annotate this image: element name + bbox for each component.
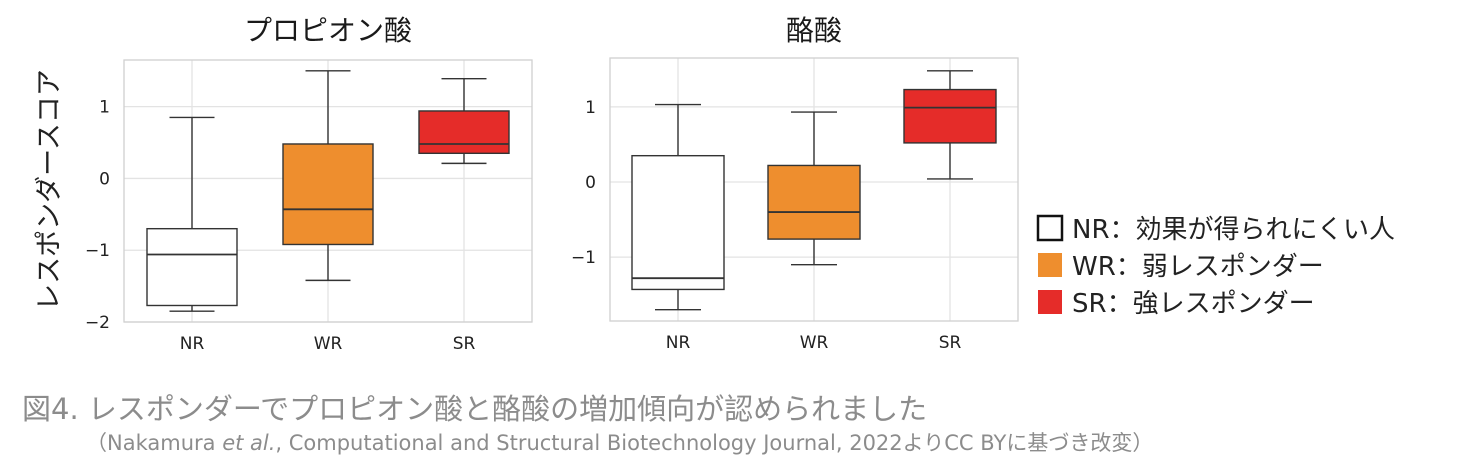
figure: レスポンダースコア プロピオン酸 −2 −1 0 1 NR WR SR 酪酸 −1 0 1 NR WR S… [34,14,1395,354]
x-tick-label: WR [800,333,829,353]
box-body [767,164,861,240]
y-tick-label: −1 [85,241,110,261]
chart-panel-propionic: プロピオン酸 −2 −1 0 1 NR WR SR [85,14,533,354]
y-tick-label: −1 [571,248,596,268]
chart-title: プロピオン酸 [244,14,412,47]
legend-swatch [1038,253,1062,277]
legend-item: WR：弱レスポンダー [1038,252,1324,282]
box-body [631,154,725,291]
legend-item: NR：効果が得られにくい人 [1036,214,1395,245]
y-tick-label: 1 [99,98,110,118]
box-sr [418,77,510,165]
y-tick-label: −2 [85,313,110,333]
legend-item: SR：強レスポンダー [1038,289,1315,319]
caption-source-italic: et al. [222,431,276,455]
box-wr [767,111,861,266]
x-tick-label: WR [314,334,343,354]
x-tick-label: SR [939,333,962,353]
box-sr [903,70,997,180]
legend-label: SR：強レスポンダー [1072,289,1315,319]
legend-swatch [1038,290,1062,314]
box-body [146,227,238,307]
chart-panel-butyric: 酪酸 −1 0 1 NR WR SR [571,14,1019,353]
plot-frame [123,59,533,323]
box-body [282,143,374,246]
legend: NR：効果が得られにくい人 WR：弱レスポンダー SR：強レスポンダー [1036,214,1395,319]
y-axis-label: レスポンダースコア [34,69,65,311]
x-tick-label: NR [180,334,205,354]
box-nr [631,103,725,311]
y-tick-label: 1 [585,98,596,118]
caption-main: 図4. レスポンダーでプロピオン酸と酪酸の増加傾向が認められました [22,392,928,426]
plot-frame [609,57,1019,322]
box-body [903,88,997,144]
y-tick-label: 0 [585,173,596,193]
box-body [418,110,510,155]
box-nr [146,116,238,312]
chart-title: 酪酸 [786,14,842,47]
x-tick-label: SR [453,334,476,354]
legend-label: WR：弱レスポンダー [1072,252,1324,282]
y-tick-label: 0 [99,169,110,189]
caption-source: （Nakamura et al., Computational and Stru… [86,427,1153,457]
caption-source-prefix: （Nakamura [86,431,223,455]
box-wr [282,70,374,282]
x-tick-label: NR [666,333,691,353]
caption-source-suffix: , Computational and Structural Biotechno… [275,431,1154,455]
legend-label: NR：効果が得られにくい人 [1072,215,1395,245]
legend-swatch [1036,214,1064,242]
